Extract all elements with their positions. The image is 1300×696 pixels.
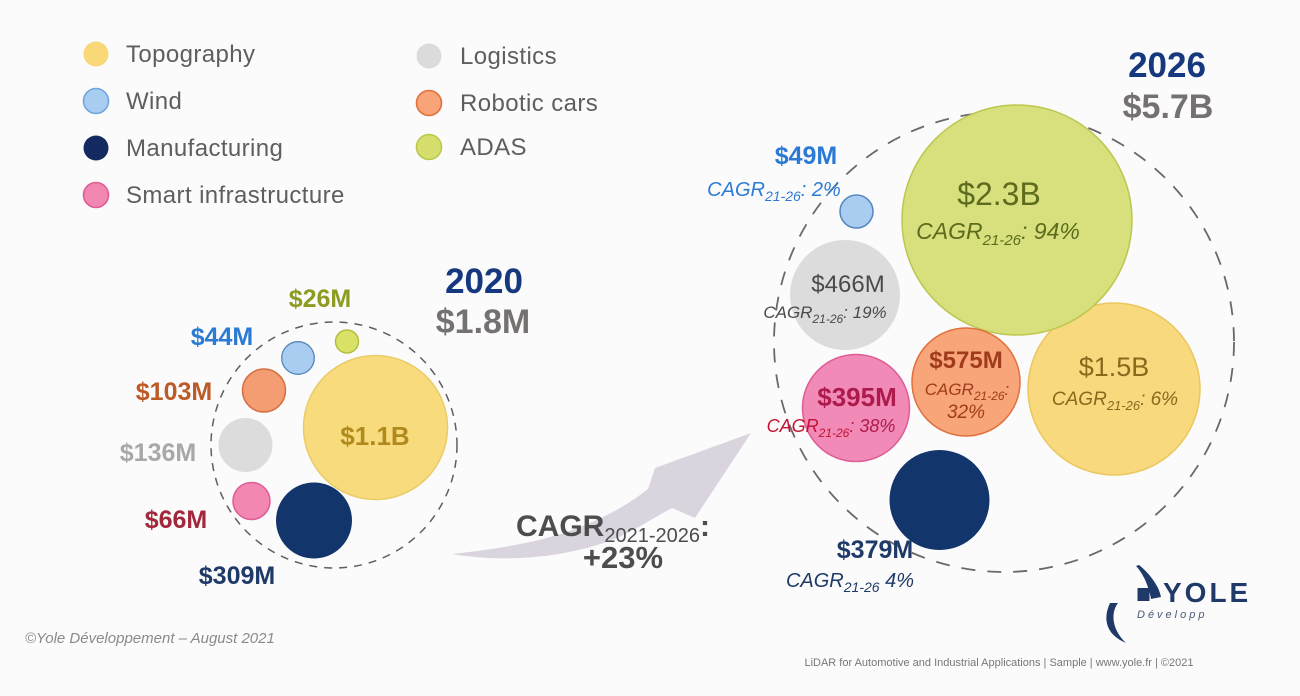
svg-text:YOLE: YOLE (1163, 577, 1251, 608)
svg-text:$5.7B: $5.7B (1123, 88, 1214, 126)
svg-text:+23%: +23% (583, 540, 663, 575)
svg-text:Topography: Topography (126, 41, 255, 68)
svg-text:CAGR21-26: 19%: CAGR21-26: 19% (763, 303, 886, 326)
svg-text:32%: 32% (947, 402, 985, 423)
svg-text:$379M: $379M (837, 536, 913, 564)
svg-text:$136M: $136M (120, 439, 196, 467)
svg-text:LiDAR for Automotive and Indus: LiDAR for Automotive and Industrial Appl… (804, 657, 1193, 669)
svg-text:Développ: Développ (1137, 609, 1207, 621)
svg-text:$44M: $44M (191, 323, 254, 351)
svg-text:2026: 2026 (1128, 46, 1206, 85)
svg-text:$103M: $103M (136, 378, 212, 406)
svg-text:©Yole Développement – August 2: ©Yole Développement – August 2021 (25, 630, 275, 647)
svg-text:$395M: $395M (817, 382, 897, 412)
svg-text:$1.1B: $1.1B (340, 421, 409, 451)
svg-text:Smart infrastructure: Smart infrastructure (126, 182, 345, 209)
svg-text:Manufacturing: Manufacturing (126, 135, 283, 162)
svg-text:Robotic cars: Robotic cars (460, 90, 598, 117)
svg-text:$1.5B: $1.5B (1079, 352, 1150, 382)
svg-text:$2.3B: $2.3B (957, 176, 1041, 212)
svg-text:2020: 2020 (445, 262, 523, 301)
svg-text:$575M: $575M (929, 347, 1002, 374)
svg-text:$49M: $49M (775, 142, 838, 170)
svg-text:$466M: $466M (811, 271, 884, 298)
svg-text:$1.8M: $1.8M (436, 303, 531, 341)
svg-text:$309M: $309M (199, 562, 275, 590)
svg-text:ADAS: ADAS (460, 134, 527, 161)
svg-text:$26M: $26M (289, 285, 352, 313)
svg-text:Logistics: Logistics (460, 43, 557, 70)
svg-text:$66M: $66M (145, 506, 208, 534)
svg-text:Wind: Wind (126, 88, 182, 115)
